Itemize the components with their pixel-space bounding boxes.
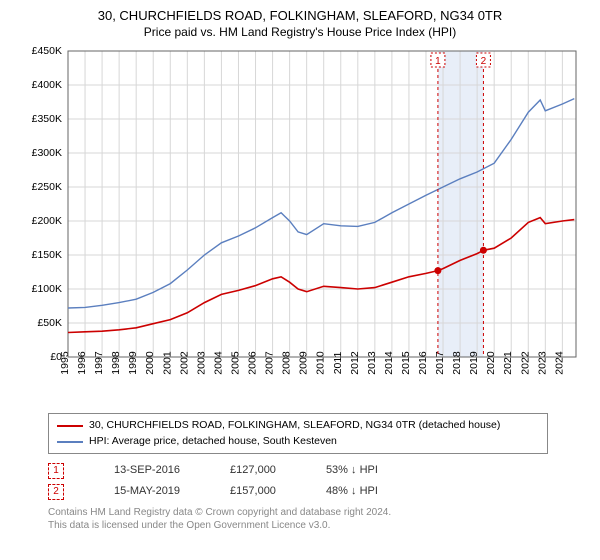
svg-text:2004: 2004 — [212, 351, 224, 375]
legend-swatch — [57, 441, 83, 443]
svg-text:1999: 1999 — [127, 351, 139, 375]
sale-date: 15-MAY-2019 — [114, 481, 180, 502]
footer-line2: This data is licensed under the Open Gov… — [48, 519, 580, 532]
svg-text:2006: 2006 — [247, 351, 259, 375]
svg-text:2010: 2010 — [315, 351, 327, 375]
svg-text:2019: 2019 — [468, 351, 480, 375]
sale-delta: 53% ↓ HPI — [326, 460, 378, 481]
chart-plot: 1995199619971998199920002001200220032004… — [20, 45, 580, 405]
svg-text:2022: 2022 — [519, 351, 531, 375]
svg-text:1998: 1998 — [110, 351, 122, 375]
svg-text:2005: 2005 — [229, 351, 241, 375]
svg-text:1997: 1997 — [93, 351, 105, 375]
svg-text:1: 1 — [435, 56, 441, 67]
svg-text:2024: 2024 — [553, 351, 565, 375]
chart-container: 30, CHURCHFIELDS ROAD, FOLKINGHAM, SLEAF… — [0, 0, 600, 560]
svg-text:2011: 2011 — [332, 351, 344, 374]
sale-price: £127,000 — [230, 460, 276, 481]
footer: Contains HM Land Registry data © Crown c… — [48, 506, 580, 532]
svg-text:2002: 2002 — [178, 351, 190, 375]
sale-marker-badge: 1 — [48, 463, 64, 479]
legend-row: 30, CHURCHFIELDS ROAD, FOLKINGHAM, SLEAF… — [57, 418, 539, 434]
svg-text:1996: 1996 — [76, 351, 88, 375]
svg-text:2020: 2020 — [485, 351, 497, 375]
chart-title-line1: 30, CHURCHFIELDS ROAD, FOLKINGHAM, SLEAF… — [10, 8, 590, 25]
sales-row: 2 15-MAY-2019 £157,000 48% ↓ HPI — [48, 481, 580, 502]
svg-text:£200K: £200K — [32, 215, 62, 227]
svg-text:2007: 2007 — [264, 351, 276, 375]
svg-text:£400K: £400K — [32, 79, 62, 91]
sale-date: 13-SEP-2016 — [114, 460, 180, 481]
svg-text:2: 2 — [481, 56, 487, 67]
legend: 30, CHURCHFIELDS ROAD, FOLKINGHAM, SLEAF… — [48, 413, 548, 455]
svg-text:£450K: £450K — [32, 45, 62, 57]
svg-text:£150K: £150K — [32, 249, 62, 261]
svg-text:£0: £0 — [50, 351, 62, 363]
legend-swatch — [57, 425, 83, 427]
sale-marker-badge: 2 — [48, 484, 64, 500]
svg-text:2017: 2017 — [434, 351, 446, 375]
svg-text:2015: 2015 — [400, 351, 412, 375]
svg-text:2014: 2014 — [383, 351, 395, 375]
footer-line1: Contains HM Land Registry data © Crown c… — [48, 506, 580, 519]
svg-text:2000: 2000 — [144, 351, 156, 375]
legend-text: 30, CHURCHFIELDS ROAD, FOLKINGHAM, SLEAF… — [89, 418, 500, 434]
svg-text:2013: 2013 — [366, 351, 378, 375]
legend-row: HPI: Average price, detached house, Sout… — [57, 434, 539, 450]
svg-text:2021: 2021 — [502, 351, 514, 375]
chart-svg: 1995199619971998199920002001200220032004… — [20, 45, 580, 405]
svg-text:2008: 2008 — [281, 351, 293, 375]
svg-text:£250K: £250K — [32, 181, 62, 193]
sales-table: 1 13-SEP-2016 £127,000 53% ↓ HPI 2 15-MA… — [48, 460, 580, 502]
svg-text:£300K: £300K — [32, 147, 62, 159]
svg-text:£100K: £100K — [32, 283, 62, 295]
svg-text:2003: 2003 — [195, 351, 207, 375]
sale-delta: 48% ↓ HPI — [326, 481, 378, 502]
legend-text: HPI: Average price, detached house, Sout… — [89, 434, 337, 450]
sales-row: 1 13-SEP-2016 £127,000 53% ↓ HPI — [48, 460, 580, 481]
svg-text:£50K: £50K — [37, 317, 62, 329]
svg-text:2023: 2023 — [536, 351, 548, 375]
svg-text:2012: 2012 — [349, 351, 361, 375]
chart-title-line2: Price paid vs. HM Land Registry's House … — [10, 25, 590, 39]
svg-text:2001: 2001 — [161, 351, 173, 375]
svg-text:2016: 2016 — [417, 351, 429, 375]
svg-text:£350K: £350K — [32, 113, 62, 125]
svg-text:2018: 2018 — [451, 351, 463, 375]
sale-price: £157,000 — [230, 481, 276, 502]
svg-text:2009: 2009 — [298, 351, 310, 375]
